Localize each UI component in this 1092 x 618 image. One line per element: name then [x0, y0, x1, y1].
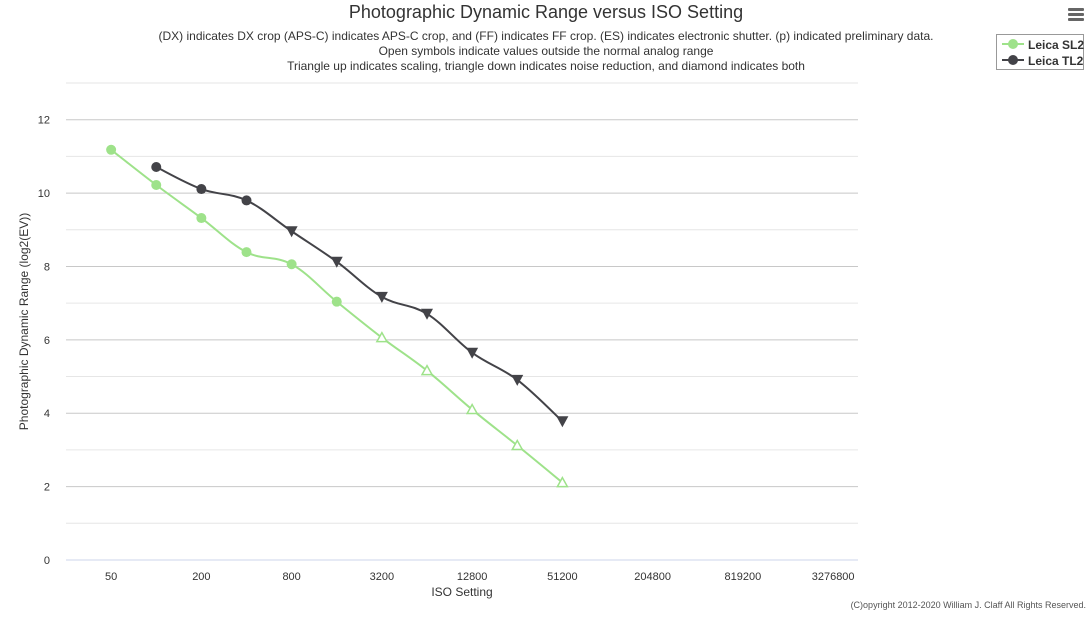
data-point-circle [106, 144, 117, 155]
data-point-triangle-down [556, 416, 569, 428]
series-line-leica-tl2 [155, 166, 564, 423]
data-point-triangle-down [330, 256, 343, 268]
y-axis-title: Photographic Dynamic Range (log2(EV)) [17, 213, 31, 430]
x-tick-label: 3200 [370, 571, 394, 583]
data-point-triangle-up-open [465, 403, 479, 415]
y-tick-label: 4 [44, 408, 50, 420]
series-line-leica-sl2 [110, 148, 564, 484]
x-tick-label: 819200 [725, 571, 762, 583]
y-tick-label: 6 [44, 335, 50, 347]
legend-marker-sl2-icon [1002, 39, 1024, 49]
data-point-triangle-up-open [375, 331, 389, 343]
data-point-triangle-down [421, 308, 434, 320]
y-tick-label: 12 [38, 115, 50, 127]
x-tick-label: 51200 [547, 571, 578, 583]
subtitle-line-2: Open symbols indicate values outside the… [378, 44, 714, 58]
x-tick-label: 50 [105, 571, 117, 583]
chart-legend: Leica SL2 Leica TL2 [996, 34, 1084, 70]
y-tick-label: 8 [44, 261, 50, 273]
legend-marker-tl2-icon [1002, 55, 1024, 65]
x-tick-label: 800 [282, 571, 300, 583]
y-tick-label: 2 [44, 482, 50, 494]
y-tick-label: 0 [44, 555, 50, 567]
hamburger-menu-icon[interactable] [1068, 8, 1084, 22]
legend-label-sl2: Leica SL2 [1028, 38, 1085, 52]
data-point-circle [196, 213, 207, 224]
legend-label-tl2: Leica TL2 [1028, 54, 1084, 68]
chart-title: Photographic Dynamic Range versus ISO Se… [348, 2, 744, 22]
y-tick-label: 10 [38, 188, 50, 200]
x-tick-label: 200 [192, 571, 210, 583]
x-axis-title: ISO Setting [431, 585, 492, 599]
subtitle-line-3: Triangle up indicates scaling, triangle … [287, 59, 805, 73]
copyright-notice: (C)opyright 2012-2020 William J. Claff A… [850, 600, 1086, 610]
data-point-triangle-up-open [420, 364, 434, 376]
data-point-triangle-up-open [510, 438, 524, 451]
data-point-triangle-down [285, 226, 298, 238]
x-tick-label: 3276800 [812, 571, 855, 583]
data-point-circle [241, 247, 252, 258]
data-point-triangle-up-open [556, 476, 569, 488]
data-point-triangle-down [511, 374, 524, 386]
data-point-triangle-down [466, 347, 479, 359]
data-point-circle [151, 162, 162, 173]
x-tick-label: 204800 [634, 571, 671, 583]
data-point-circle [286, 259, 297, 270]
subtitle-line-1: (DX) indicates DX crop (APS-C) indicates… [158, 29, 934, 43]
data-point-circle [241, 195, 252, 206]
x-tick-label: 12800 [457, 571, 488, 583]
data-point-circle [151, 180, 162, 191]
data-point-circle [196, 184, 207, 195]
chart-subtitle: (DX) indicates DX crop (APS-C) indicates… [0, 29, 1092, 74]
data-point-circle [331, 296, 342, 307]
data-point-triangle-down [375, 291, 388, 303]
